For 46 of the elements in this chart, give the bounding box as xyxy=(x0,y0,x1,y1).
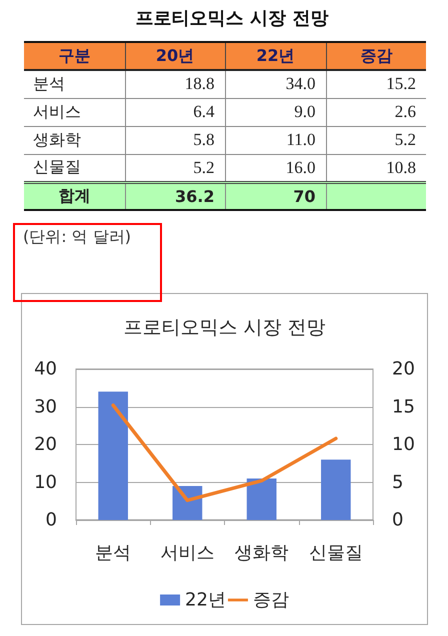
y2-tick-label: 5 xyxy=(392,472,404,493)
chart-title: 프로티오믹스 시장 전망 xyxy=(123,316,326,338)
data-label: 10.8 xyxy=(326,154,426,182)
y2-tick-label: 20 xyxy=(392,358,415,380)
data-label: 5.8 xyxy=(125,126,225,154)
category-label: 분석 xyxy=(24,70,125,98)
data-label: 16.0 xyxy=(225,154,326,182)
y-tick-label: 30 xyxy=(34,396,57,418)
category-label: 서비스 xyxy=(24,98,125,126)
bar xyxy=(321,460,351,520)
y2-tick-label: 0 xyxy=(392,510,404,530)
category-label: 신물질 xyxy=(24,154,125,182)
data-label: 11.0 xyxy=(225,126,326,154)
legend-label: 22년 xyxy=(185,590,226,610)
x-tick-label: 신물질 xyxy=(308,542,363,564)
category-label: 합계 xyxy=(24,182,125,210)
x-tick-label: 생화학 xyxy=(234,542,289,564)
data-label: 15.2 xyxy=(326,70,426,98)
y-tick-label: 0 xyxy=(46,510,57,530)
text: 구분 xyxy=(57,44,92,66)
data-label: 5.2 xyxy=(326,126,426,154)
bar xyxy=(246,478,276,520)
data-label: 2.6 xyxy=(326,98,426,126)
category-label: 생화학 xyxy=(24,126,125,154)
y-tick-label: 40 xyxy=(34,358,57,380)
data-label: 18.8 xyxy=(125,70,225,98)
x-tick-label: 분석 xyxy=(95,542,132,564)
y-tick-label: 10 xyxy=(34,472,57,493)
data-label: 6.4 xyxy=(125,98,225,126)
legend-label: 증감 xyxy=(252,590,289,610)
y2-tick-label: 10 xyxy=(392,434,415,455)
line-series xyxy=(111,403,338,502)
data-label: 9.0 xyxy=(225,98,326,126)
text: (단위: 억 달러) xyxy=(23,227,132,248)
series-label: 22년 xyxy=(225,42,326,70)
y2-tick-label: 15 xyxy=(392,396,415,418)
bar xyxy=(98,392,128,520)
data-label: 34.0 xyxy=(225,70,326,98)
data-label: 5.2 xyxy=(125,154,225,182)
y-tick-label: 20 xyxy=(34,434,57,455)
data-label: 70 xyxy=(225,182,326,210)
text: 프로티오믹스 시장 전망 xyxy=(136,8,328,29)
series-label: 20년 xyxy=(125,42,225,70)
x-tick-label: 서비스 xyxy=(160,542,214,564)
data-label: 36.2 xyxy=(125,182,225,210)
series-label: 증감 xyxy=(326,42,426,70)
